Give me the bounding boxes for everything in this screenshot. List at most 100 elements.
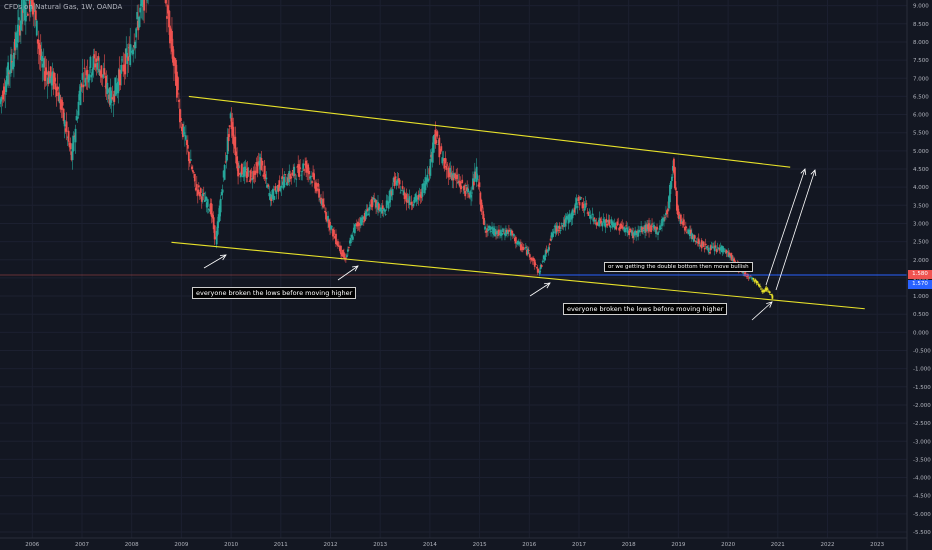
candle-body <box>642 229 645 232</box>
candle-body <box>668 196 670 209</box>
candle-body <box>760 288 762 290</box>
candle-body <box>461 179 464 183</box>
candle-body <box>51 71 54 84</box>
candle-body <box>238 166 240 168</box>
candle-body <box>252 170 255 180</box>
price-axis[interactable]: 9.000 8.500 8.000 7.500 7.000 6.500 6.000 5.500… <box>906 0 931 550</box>
candle-body <box>192 172 195 173</box>
candle-body <box>509 230 511 232</box>
candle-body <box>649 225 651 227</box>
candle-body <box>584 203 587 209</box>
candle-body <box>727 251 730 257</box>
candle-body <box>117 78 120 94</box>
candle-body <box>30 0 33 6</box>
candle-body <box>299 167 302 169</box>
candle-body <box>91 69 94 76</box>
candle-body <box>538 270 541 275</box>
candle-body <box>42 58 45 68</box>
candle-body <box>186 145 189 149</box>
candle-body <box>451 173 454 181</box>
x-tick-label: 2014 <box>423 542 437 548</box>
candle-body <box>41 63 44 68</box>
candle-body <box>460 185 463 190</box>
candle-body <box>432 136 435 153</box>
candle-body <box>750 277 753 279</box>
candle-body <box>440 146 443 151</box>
time-axis[interactable]: 2006 2007 2008 2009 2010 2011 2012 2013 2014 2015… <box>0 537 907 548</box>
annotation-note-right[interactable]: everyone broken the lows before moving h… <box>563 303 728 315</box>
candle-body <box>634 230 637 235</box>
candle-body <box>576 206 579 208</box>
candle-body <box>421 183 424 197</box>
candle-body <box>209 203 212 214</box>
candle-body <box>420 191 423 199</box>
candle-body <box>102 74 105 78</box>
x-tick-label: 2009 <box>174 542 188 548</box>
candle-body <box>407 200 410 203</box>
candle-body <box>73 135 76 137</box>
candle-body <box>393 177 396 187</box>
candle-body <box>28 0 31 12</box>
candle-body <box>350 234 353 238</box>
candle-body <box>579 196 582 201</box>
candle-body <box>567 214 570 224</box>
candle-body <box>3 86 6 95</box>
candle-body <box>357 223 360 225</box>
candle-body <box>19 20 22 31</box>
candle-body <box>755 280 758 284</box>
candle-body <box>586 212 589 214</box>
candle-body <box>524 246 527 249</box>
candle-body <box>636 230 639 234</box>
channel-lower-line <box>171 241 865 310</box>
candle-body <box>681 221 684 225</box>
candle-body <box>391 189 394 196</box>
candle-body <box>574 203 577 210</box>
candle-body <box>7 62 10 85</box>
candle-body <box>744 272 746 277</box>
y-tick-label: -1.000 <box>913 367 931 373</box>
candle-body <box>619 224 622 230</box>
candle-body <box>469 191 472 196</box>
candle-body <box>433 134 436 143</box>
annotation-double-bottom[interactable]: or we getting the double bottom then mov… <box>604 262 753 272</box>
candle-body <box>600 220 603 224</box>
candle-body <box>8 72 10 75</box>
candle-body <box>707 247 710 253</box>
candle-body <box>508 230 510 232</box>
candle-body <box>281 176 284 179</box>
candle-body <box>359 217 362 225</box>
candle-body <box>658 231 660 233</box>
candle-body <box>182 126 185 135</box>
candle-body <box>724 251 727 253</box>
candle-body <box>322 198 324 208</box>
candle-body <box>188 160 191 164</box>
candle-body <box>84 77 87 86</box>
candle-body <box>468 193 471 198</box>
candle-body <box>137 20 140 31</box>
candle-body <box>240 173 242 178</box>
candle-body <box>246 167 249 178</box>
candle-body <box>718 247 721 251</box>
candle-body <box>758 284 761 286</box>
candle-body <box>96 62 99 70</box>
candle-body <box>756 281 759 283</box>
candle-body <box>255 162 258 166</box>
candle-body <box>12 62 14 70</box>
candle-body <box>24 15 27 22</box>
candle-body <box>417 194 420 200</box>
candle-body <box>224 161 227 163</box>
candle-body <box>85 70 88 76</box>
candle-body <box>78 90 81 101</box>
candle-body <box>296 166 299 168</box>
candle-body <box>694 241 697 242</box>
candle-body <box>763 290 766 292</box>
candle-body <box>351 236 354 240</box>
annotation-note-left[interactable]: everyone broken the lows before moving h… <box>192 287 357 299</box>
candle-body <box>37 39 40 49</box>
candle-body <box>516 240 519 245</box>
candle-body <box>380 209 383 214</box>
candle-body <box>332 229 334 237</box>
candle-body <box>262 174 265 177</box>
candle-body <box>703 248 706 250</box>
